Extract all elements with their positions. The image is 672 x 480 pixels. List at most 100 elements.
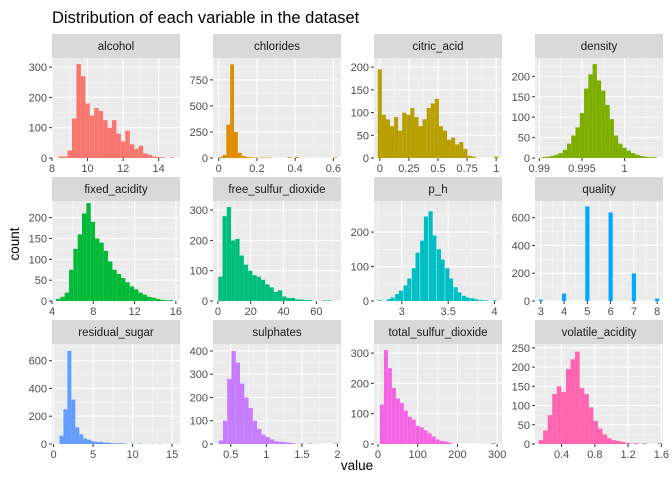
histogram-bar [639, 155, 644, 158]
histogram-bar [295, 156, 299, 158]
histogram-bar [545, 156, 550, 158]
y-tick-label: 0 [202, 439, 208, 451]
histogram-bar [327, 300, 332, 301]
facet-alcohol: alcohol 8 10 12 14 0 100 200 300 [29, 34, 180, 175]
histogram-bar [447, 139, 452, 158]
histogram-bar [147, 296, 152, 301]
figure-title: Distribution of each variable in the dat… [52, 9, 360, 27]
y-tick-label: 100 [512, 401, 530, 413]
y-tick-label: 150 [351, 85, 369, 97]
facet-sulphates: sulphates 0.5 1 1.5 2 0 100 200 300 400 [190, 320, 341, 461]
x-tick-label: 7 [631, 306, 637, 318]
x-tick-label: 0.99 [529, 163, 550, 175]
histogram-bar [418, 126, 423, 158]
histogram-bar [58, 156, 64, 158]
histogram-bar [230, 64, 235, 158]
histogram-bar [438, 126, 443, 158]
histogram-bar [277, 290, 283, 301]
histogram-bar [440, 259, 445, 301]
histogram-bars [377, 211, 497, 301]
x-tick-label: 0.2 [249, 163, 264, 175]
x-tick-label: 1.5 [294, 449, 309, 461]
histogram-bar [86, 203, 91, 301]
histogram-bar [592, 64, 597, 158]
histogram-bar [643, 156, 649, 158]
histogram-bar [107, 127, 112, 158]
facet-density: density 0.99 0.995 1 0 50 100 150 200 [512, 34, 663, 175]
y-tick-label: 50 [35, 275, 47, 287]
histogram-bar [419, 427, 424, 444]
histogram-bar [435, 439, 440, 444]
histogram-bar [226, 124, 231, 158]
histogram-bar [492, 300, 497, 301]
histogram-bar [307, 300, 313, 301]
histogram-bar [420, 240, 425, 301]
histogram-bar [249, 157, 254, 158]
x-tick-label: 60 [310, 306, 322, 318]
histogram-bar [427, 433, 432, 444]
gridlines [535, 344, 663, 445]
x-tick-label: 6 [608, 306, 614, 318]
histogram-bar [561, 293, 567, 301]
y-tick-label: 100 [351, 262, 369, 274]
x-tick-label: 3.5 [441, 306, 456, 318]
x-tick-label: 0 [377, 163, 383, 175]
histogram-bar [269, 287, 274, 301]
histogram-bar [465, 297, 470, 301]
histogram-bar [406, 114, 411, 158]
histogram-bar [422, 119, 427, 158]
histogram-bar [575, 351, 580, 444]
histogram-bar [75, 427, 80, 444]
x-tick-label: 0.8 [587, 449, 602, 461]
histogram-bar [265, 284, 270, 301]
histogram-bar [244, 397, 249, 444]
histogram-bar [138, 292, 143, 301]
histogram-bar [273, 291, 278, 301]
y-tick-label: 100 [29, 123, 47, 135]
histogram-bar [299, 299, 304, 301]
y-tick-label: 50 [518, 420, 530, 432]
y-tick-label: 400 [29, 383, 47, 395]
y-tick-label: 300 [190, 205, 208, 217]
histogram-bars [218, 350, 339, 444]
y-tick-label: 500 [190, 101, 208, 113]
y-tick-label: 200 [190, 392, 208, 404]
histogram-bar [89, 115, 95, 158]
histogram-bar [87, 439, 92, 444]
facet-strip-label: fixed_acidity [84, 184, 148, 196]
x-tick-label: 8 [49, 163, 55, 175]
y-tick-label: 200 [190, 235, 208, 247]
facet-strip-label: p_h [428, 184, 447, 196]
histogram-bar [453, 287, 458, 301]
histogram-bar [231, 240, 236, 301]
histogram-bars [218, 64, 338, 158]
histogram-bar [567, 143, 572, 158]
histogram-bar [142, 294, 148, 301]
histogram-bar [445, 268, 450, 301]
histogram-bar [252, 420, 258, 444]
histogram-bar [72, 118, 77, 158]
facet-strip-label: alcohol [98, 41, 134, 53]
histogram-bar [282, 442, 287, 444]
y-tick-label: 0 [202, 153, 208, 165]
x-tick-label: 8 [90, 306, 96, 318]
y-tick-label: 100 [351, 409, 369, 421]
x-tick-label: 12 [117, 163, 129, 175]
histogram-bar [80, 76, 86, 158]
histogram-bar [240, 383, 245, 444]
x-tick-label: 0.25 [398, 163, 419, 175]
histogram-bar [448, 278, 454, 301]
histogram-bar [585, 206, 590, 301]
histogram-bar [290, 297, 296, 301]
y-tick-label: 600 [29, 356, 47, 368]
histogram-bar [399, 403, 404, 444]
x-tick-label: 3 [399, 306, 405, 318]
histogram-bar [463, 148, 468, 158]
histogram-bar [160, 157, 166, 158]
histogram-bar [411, 268, 416, 301]
histogram-bar [407, 416, 412, 444]
x-tick-label: 1.6 [654, 449, 669, 461]
x-tick-label: 1 [263, 449, 269, 461]
